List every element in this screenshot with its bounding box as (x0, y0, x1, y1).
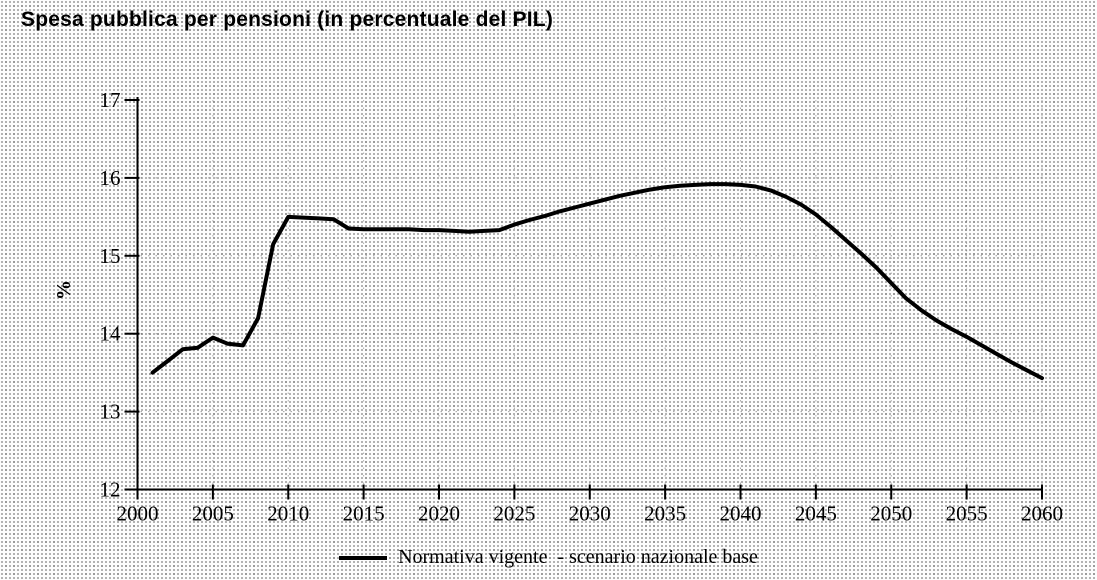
y-axis-title: % (53, 280, 75, 300)
y-tick-label: 17 (100, 88, 121, 112)
x-tick-label: 2045 (795, 502, 837, 526)
pension-spending-curve (150, 182, 1044, 381)
x-tick-label: 2040 (720, 502, 762, 526)
x-tick-label: 2005 (192, 502, 234, 526)
legend-label: Normativa vigente - scenario nazionale b… (398, 546, 758, 568)
legend-line-sample (339, 555, 388, 560)
x-tick-label: 2015 (343, 502, 385, 526)
y-tick-label: 13 (100, 400, 121, 424)
x-tick-label: 2035 (644, 502, 686, 526)
x-tick-label: 2010 (267, 502, 309, 526)
x-tick-label: 2060 (1021, 502, 1063, 526)
x-tick-label: 2025 (493, 502, 535, 526)
chart-title: Spesa pubblica per pensioni (in percentu… (21, 8, 554, 31)
x-tick-label: 2020 (418, 502, 460, 526)
x-tick-label: 2050 (870, 502, 912, 526)
x-tick-label: 2030 (569, 502, 611, 526)
legend: Normativa vigente - scenario nazionale b… (0, 546, 1097, 569)
y-tick-label: 15 (100, 244, 121, 268)
y-tick-label: 14 (100, 322, 122, 346)
y-tick-label: 12 (100, 478, 121, 502)
x-tick-label: 2055 (946, 502, 988, 526)
y-tick-label: 16 (100, 166, 121, 190)
x-tick-label: 2000 (117, 502, 159, 526)
